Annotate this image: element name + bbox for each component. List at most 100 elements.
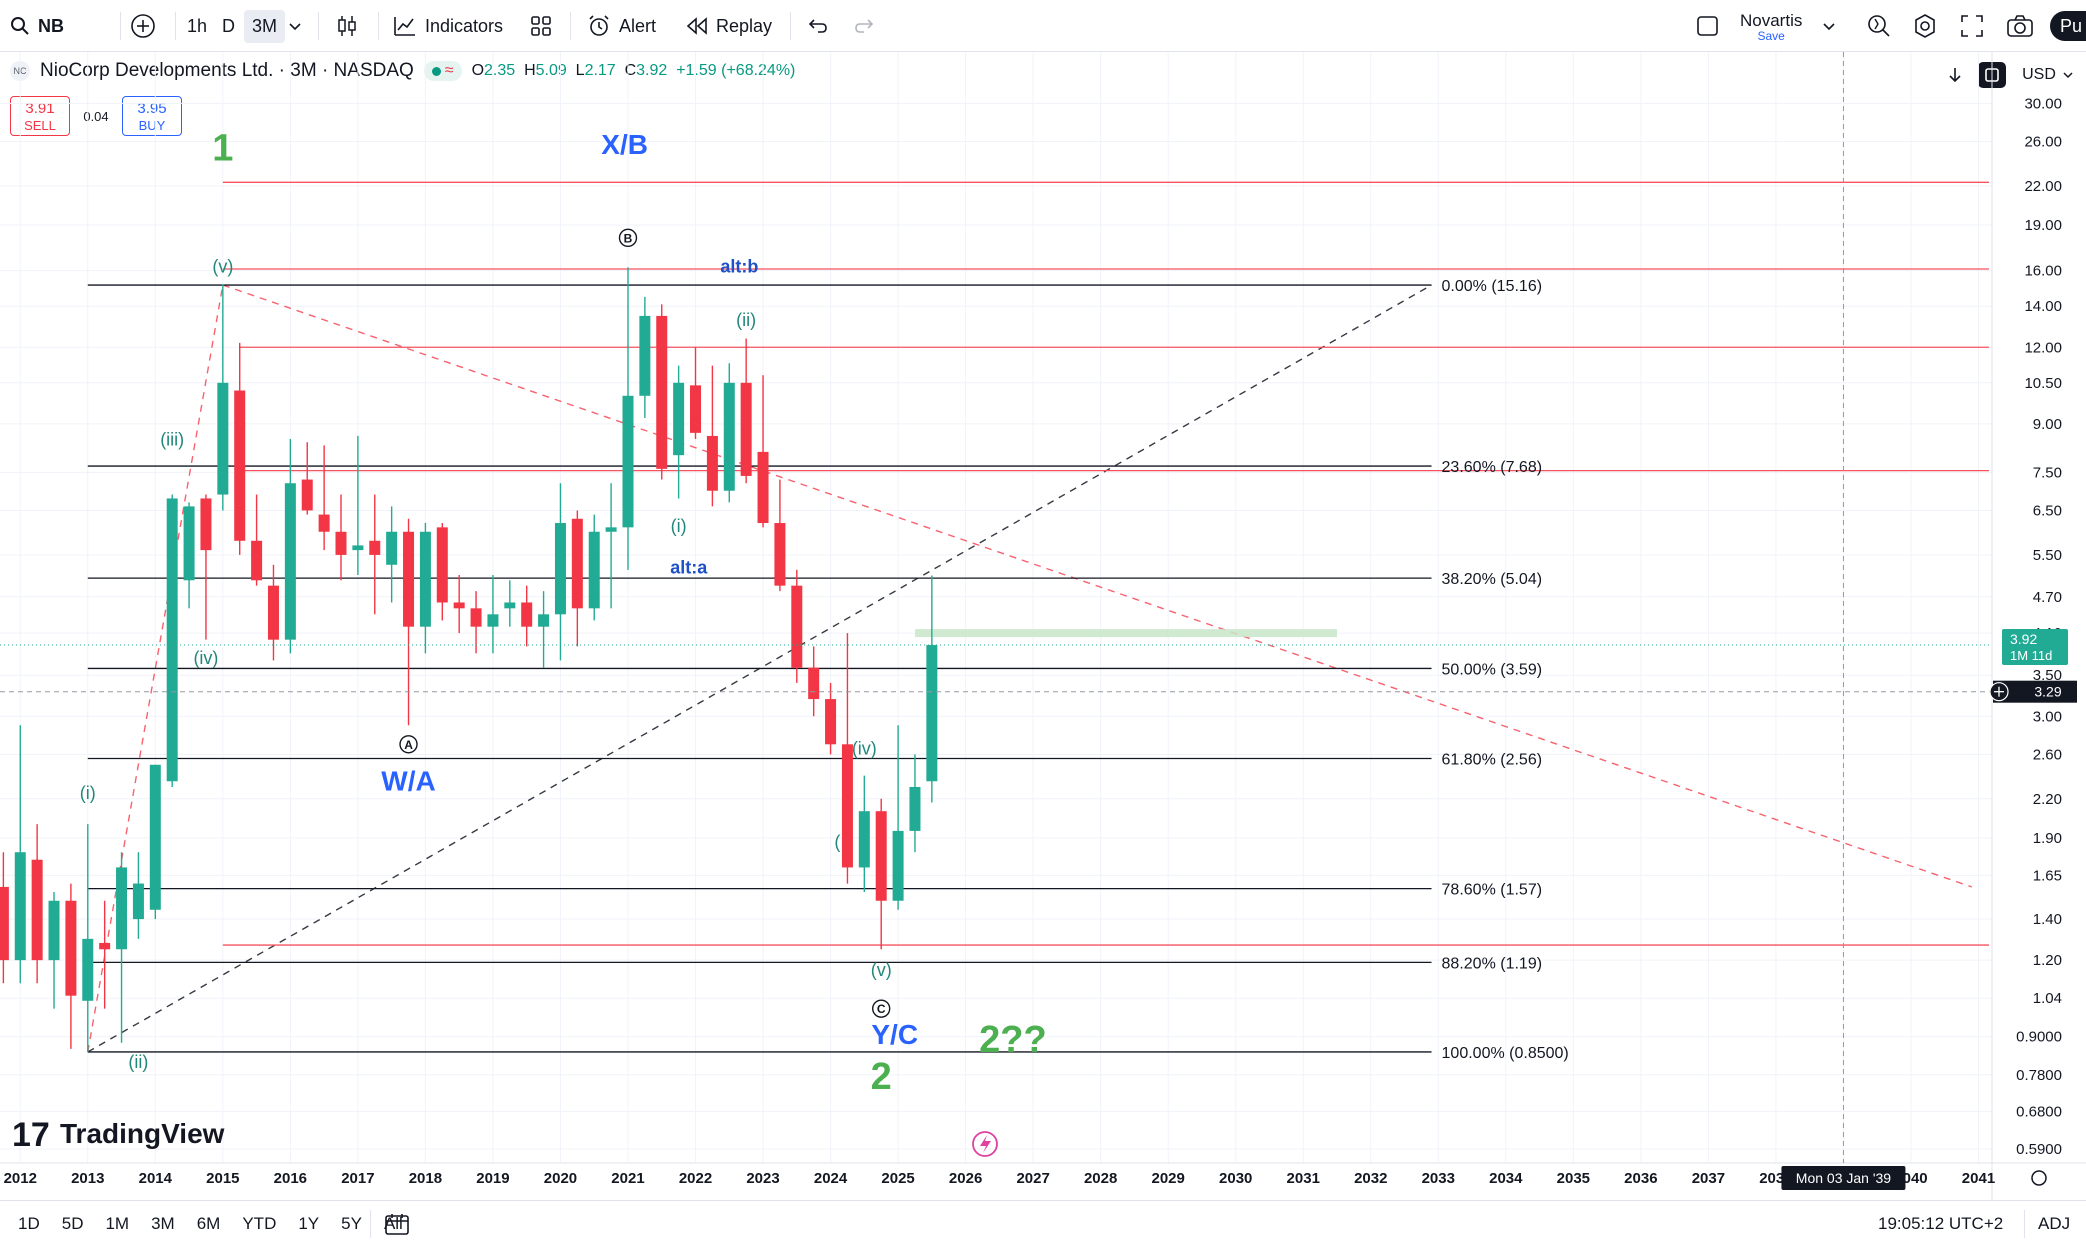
time-tick-label: 2025 — [881, 1170, 914, 1187]
layout-checkbox[interactable] — [1696, 0, 1720, 52]
time-tick-label: 2037 — [1692, 1170, 1725, 1187]
candle-body — [166, 498, 178, 782]
candle-body — [453, 602, 465, 609]
candle-body — [588, 531, 600, 609]
wave-label: Y/C — [871, 1019, 918, 1050]
bottom-toolbar: 1D 5D 1M 3M 6M YTD 1Y 5Y All 19:05:12 UT… — [0, 1200, 2086, 1247]
lightning-icon[interactable] — [972, 1131, 998, 1157]
wave-label: (iv) — [193, 648, 218, 668]
candle-body — [352, 545, 364, 551]
timezone-clock[interactable]: 19:05:12 UTC+2 — [1878, 1201, 2003, 1247]
approx-icon: ≈ — [444, 62, 454, 79]
candle-body — [858, 811, 870, 868]
support-zone — [914, 629, 1338, 638]
arrow-down-button[interactable] — [1942, 62, 1968, 88]
range-all[interactable]: All — [383, 1214, 403, 1233]
layout-dropdown[interactable] — [1822, 0, 1836, 52]
bar-countdown-label: 1M 11d — [2010, 648, 2052, 663]
symbol-search[interactable]: NB — [10, 0, 64, 52]
divider — [790, 12, 791, 40]
publish-button[interactable]: Pu — [2050, 11, 2086, 41]
time-tick-label: 2026 — [949, 1170, 982, 1187]
time-tick-label: 2041 — [1962, 1170, 1995, 1187]
range-5y[interactable]: 5Y — [341, 1214, 362, 1233]
candle-body — [386, 531, 398, 565]
undo-button[interactable] — [806, 0, 828, 52]
crosshair-price-label: 3.29 — [2034, 684, 2061, 700]
price-axis[interactable]: 30.00 26.00 22.00 19.00 16.00 14.00 12.00 10.50… — [2002, 95, 2068, 1158]
price-tick-label: 3.00 — [2033, 708, 2062, 725]
time-tick-label: 2036 — [1624, 1170, 1657, 1187]
time-tick-label: 2020 — [544, 1170, 577, 1187]
candle-body — [605, 527, 617, 532]
candle-body — [538, 614, 550, 627]
market-status-badge[interactable]: ≈ — [423, 61, 462, 81]
range-1d[interactable]: 1D — [18, 1214, 40, 1233]
price-tick-label: 0.7800 — [2016, 1067, 2062, 1084]
time-tick-label: 2018 — [409, 1170, 442, 1187]
currency-label: USD — [2022, 66, 2056, 83]
change-value: +1.59 (+68.24%) — [676, 62, 796, 79]
open-value: 2.35 — [484, 62, 516, 79]
replay-button[interactable]: Replay — [686, 0, 772, 52]
settings-button[interactable] — [1912, 0, 1938, 52]
candle-body — [14, 852, 26, 961]
time-tick-label: 2013 — [71, 1170, 104, 1187]
layout-name-button[interactable]: Novartis Save — [1740, 0, 1802, 52]
price-tick-label: 0.6800 — [2016, 1103, 2062, 1120]
redo-icon — [855, 19, 874, 33]
fullscreen-button[interactable] — [1960, 0, 1984, 52]
redo-button[interactable] — [854, 0, 876, 52]
currency-dropdown[interactable]: USD — [2016, 62, 2080, 88]
adjust-button[interactable]: ADJ — [2038, 1201, 2070, 1247]
range-3m[interactable]: 3M — [151, 1214, 175, 1233]
snapshot-button[interactable] — [2006, 0, 2034, 52]
candle-body — [554, 523, 566, 615]
templates-button[interactable] — [530, 0, 552, 52]
timeframe-dropdown[interactable] — [288, 0, 302, 52]
candle-body — [875, 811, 887, 901]
time-tick-label: 2027 — [1016, 1170, 1049, 1187]
sell-button[interactable]: 3.91 SELL — [10, 96, 70, 136]
price-chart[interactable]: 0.00% (15.16) 23.60% (7.68) 38.20% (5.04) 5… — [0, 52, 2086, 1202]
quick-search-button[interactable] — [1866, 0, 1892, 52]
range-1y[interactable]: 1Y — [298, 1214, 320, 1233]
candle-body — [841, 744, 853, 868]
range-ytd[interactable]: YTD — [242, 1214, 277, 1233]
layout-name: Novartis — [1740, 10, 1803, 30]
range-5d[interactable]: 5D — [61, 1214, 84, 1233]
symbol-title[interactable]: NioCorp Developments Ltd. · 3M · NASDAQ — [40, 60, 414, 81]
buy-button[interactable]: 3.95 BUY — [122, 96, 182, 136]
range-6m[interactable]: 6M — [196, 1214, 221, 1233]
chart-type-button[interactable] — [336, 0, 358, 52]
buy-label: BUY — [138, 118, 166, 133]
range-1m[interactable]: 1M — [105, 1214, 130, 1233]
tab-timeframe-1h[interactable]: 1h — [187, 0, 207, 52]
price-tick-label: 1.20 — [2033, 952, 2062, 969]
square-icon — [1697, 16, 1718, 36]
horizontal-levels — [222, 181, 1989, 946]
candle-body — [706, 435, 718, 491]
goto-date-button[interactable] — [384, 1201, 410, 1247]
wave-circle-label: B — [624, 231, 633, 245]
grid-icon — [531, 16, 551, 36]
compare-button[interactable] — [130, 0, 156, 52]
wave-label: alt:a — [670, 557, 708, 577]
alert-button[interactable]: Alert — [587, 0, 656, 52]
tab-timeframe-3m[interactable]: 3M — [244, 0, 286, 52]
price-tick-label: 26.00 — [2024, 133, 2062, 150]
indicators-button[interactable]: Indicators — [393, 0, 503, 52]
tradingview-watermark: 17 TradingView — [12, 1116, 225, 1154]
crosshair-date-label: Mon 03 Jan '39 — [1796, 1170, 1892, 1186]
time-axis[interactable]: 2012 2013 2014 2015 2016 2017 2018 2019 2020 2021… — [4, 1170, 2047, 1187]
fib-level-label: 88.20% (1.19) — [1442, 955, 1543, 972]
candle-body — [892, 830, 904, 901]
publish-label: Pu — [2060, 15, 2083, 36]
wave-label: (i) — [80, 783, 96, 803]
candle-body — [267, 585, 279, 640]
candle-body — [808, 667, 820, 700]
indicators-icon — [394, 17, 415, 36]
tab-timeframe-d[interactable]: D — [222, 0, 235, 52]
divider — [570, 12, 571, 40]
